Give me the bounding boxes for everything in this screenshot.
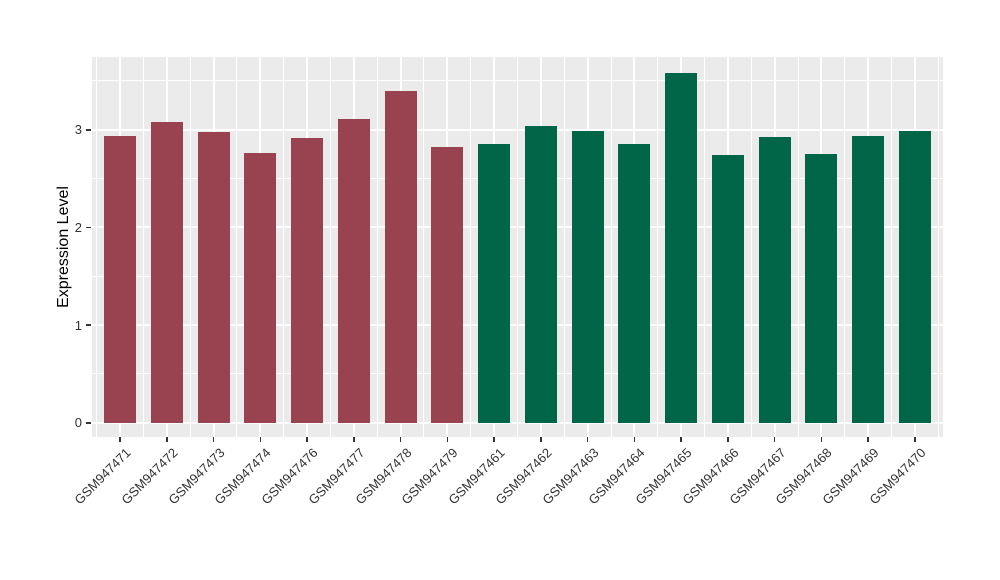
bar bbox=[104, 135, 137, 423]
x-tick-mark bbox=[773, 437, 776, 442]
x-tick-mark bbox=[446, 437, 449, 442]
y-tick-mark bbox=[86, 129, 91, 131]
plot-panel bbox=[92, 57, 943, 437]
bar bbox=[898, 130, 931, 423]
gridline-minor-x bbox=[657, 57, 659, 437]
x-tick-mark bbox=[259, 437, 262, 442]
gridline-minor-x bbox=[423, 57, 425, 437]
y-tick-mark bbox=[86, 226, 91, 229]
x-tick-mark bbox=[540, 437, 542, 442]
y-axis-title: Expression Level bbox=[55, 186, 72, 308]
x-tick-mark bbox=[399, 437, 402, 442]
bar bbox=[618, 144, 651, 423]
x-tick-mark bbox=[212, 437, 215, 442]
x-tick-mark bbox=[166, 437, 168, 442]
y-tick-label: 3 bbox=[74, 122, 82, 138]
gridline-minor-x bbox=[891, 57, 893, 437]
gridline-minor-x bbox=[189, 57, 191, 437]
gridline-minor-x bbox=[937, 57, 939, 437]
gridline-minor-x bbox=[563, 57, 565, 437]
gridline-minor-x bbox=[376, 57, 378, 437]
bar bbox=[571, 130, 604, 423]
gridline-minor-x bbox=[470, 57, 472, 437]
bar bbox=[524, 125, 557, 423]
bar bbox=[758, 136, 791, 423]
x-tick-mark bbox=[493, 437, 495, 442]
bar bbox=[244, 153, 277, 423]
y-tick-label: 1 bbox=[74, 317, 82, 333]
bar bbox=[197, 131, 230, 423]
gridline-minor-x bbox=[96, 57, 98, 437]
x-tick-mark bbox=[820, 437, 823, 442]
x-tick-mark bbox=[586, 437, 589, 442]
bar bbox=[291, 137, 324, 423]
gridline-minor-x bbox=[236, 57, 238, 437]
gridline-minor-x bbox=[610, 57, 612, 437]
x-tick-mark bbox=[914, 437, 916, 442]
bar bbox=[711, 155, 744, 423]
bar bbox=[431, 147, 464, 423]
x-tick-mark bbox=[633, 437, 636, 442]
y-tick-mark bbox=[86, 422, 91, 424]
gridline-minor-x bbox=[797, 57, 799, 437]
bar bbox=[478, 144, 511, 423]
gridline-minor-x bbox=[329, 57, 331, 437]
y-tick-mark bbox=[86, 324, 91, 326]
bar bbox=[384, 90, 417, 423]
x-tick-mark bbox=[353, 437, 355, 442]
gridline-minor-x bbox=[844, 57, 846, 437]
bar bbox=[665, 73, 698, 423]
x-tick-mark bbox=[867, 437, 869, 442]
x-tick-mark bbox=[119, 437, 121, 442]
bar bbox=[150, 121, 183, 423]
x-tick-mark bbox=[306, 437, 308, 442]
bar bbox=[337, 119, 370, 423]
gridline-minor-x bbox=[704, 57, 706, 437]
x-tick-mark bbox=[727, 437, 729, 442]
x-tick-mark bbox=[680, 437, 682, 442]
gridline-minor-x bbox=[142, 57, 144, 437]
gridline-minor-x bbox=[283, 57, 285, 437]
bar bbox=[805, 154, 838, 423]
bar bbox=[852, 135, 885, 423]
gridline-minor-x bbox=[517, 57, 518, 437]
gridline-minor-x bbox=[750, 57, 752, 437]
y-tick-label: 2 bbox=[74, 219, 82, 235]
y-tick-label: 0 bbox=[74, 415, 82, 431]
